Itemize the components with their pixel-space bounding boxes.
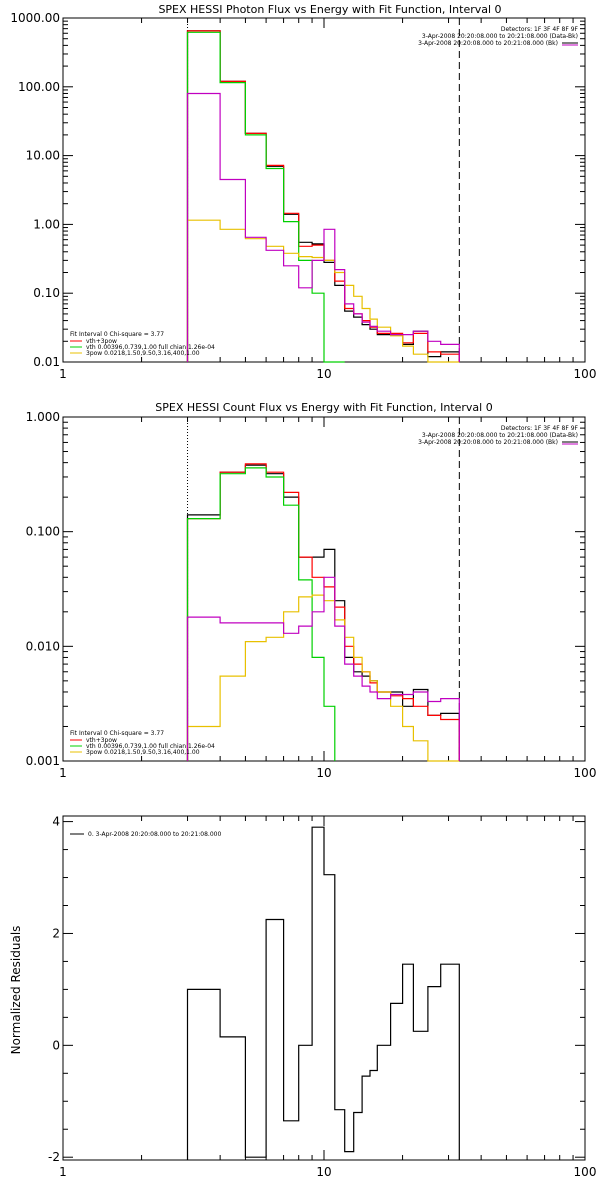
count-flux-y-tick-label: 0.100 <box>26 525 60 539</box>
residuals-legend: 0. 3-Apr-2008 20:20:08.000 to 20:21:08.0… <box>70 831 221 838</box>
count-flux-legend-vth: vth 0.00396,0.739,1.00 full chian 1.26e-… <box>86 743 215 750</box>
photon-flux-series-vth <box>186 31 345 363</box>
photon-flux-series-bk <box>186 92 460 362</box>
count-flux-legend-fit: Fit Interval 0 Chi-square = 3.77 <box>70 730 164 737</box>
photon-flux-header-detectors: Detectors: 1F 3F 4F 8F 9F <box>501 26 579 33</box>
photon-flux-x-tick-label: 100 <box>574 367 597 381</box>
photon-flux-legend-vth3pow: vth+3pow <box>86 338 117 345</box>
count-flux-legend: Fit Interval 0 Chi-square = 3.77 vth+3po… <box>70 730 215 756</box>
count-flux-x-tick-label: 1 <box>59 766 67 780</box>
residuals-axis-ticks: 1 10 100 -2 0 2 4 <box>48 815 596 1179</box>
photon-flux-title: SPEX HESSI Photon Flux vs Energy with Fi… <box>158 3 501 16</box>
photon-flux-y-tick-label: 1.00 <box>33 217 60 231</box>
count-flux-series-data-bk <box>186 464 460 761</box>
photon-flux-x-tick-label: 10 <box>316 367 331 381</box>
count-flux-x-tick-label: 100 <box>574 766 597 780</box>
count-flux-y-tick-label: 1.000 <box>26 410 60 424</box>
count-flux-header: Detectors: 1F 3F 4F 8F 9F 3-Apr-2008 20:… <box>418 425 578 446</box>
count-flux-title: SPEX HESSI Count Flux vs Energy with Fit… <box>155 401 492 414</box>
residuals-x-tick-label: 100 <box>574 1165 597 1179</box>
photon-flux-legend: Fit Interval 0 Chi-square = 3.77 vth+3po… <box>70 331 215 357</box>
residuals-legend-label: 0. 3-Apr-2008 20:20:08.000 to 20:21:08.0… <box>88 831 221 838</box>
photon-flux-y-tick-label: 10.00 <box>26 149 60 163</box>
count-flux-legend-vth3pow: vth+3pow <box>86 737 117 744</box>
count-flux-legend-3pow: 3pow 0.0218,1.50,9.50,3.16,400,1.00 <box>86 749 200 756</box>
count-flux-header-data-interval: 3-Apr-2008 20:20:08.000 to 20:21:08.000 … <box>422 432 578 439</box>
photon-flux-x-tick-label: 1 <box>59 367 67 381</box>
residuals-x-tick-label: 1 <box>59 1165 67 1179</box>
residuals-x-tick-label: 10 <box>316 1165 331 1179</box>
count-flux-series-vth <box>186 467 336 761</box>
residuals-panel: Normalized Residuals 1 10 100 -2 0 2 4 0. 3-Ap… <box>9 815 596 1179</box>
photon-flux-y-tick-label: 100.00 <box>18 80 60 94</box>
residuals-y-tick-label: 0 <box>52 1038 60 1052</box>
count-flux-header-detectors: Detectors: 1F 3F 4F 8F 9F <box>501 425 579 432</box>
photon-flux-panel: SPEX HESSI Photon Flux vs Energy with Fi… <box>10 3 596 381</box>
count-flux-series-vth-3pow <box>186 463 460 761</box>
photon-flux-header-data-interval: 3-Apr-2008 20:20:08.000 to 20:21:08.000 … <box>422 33 578 40</box>
photon-flux-axis-ticks: 1 10 100 0.01 0.10 1.00 10.00 100.00 1000.00 <box>10 11 596 381</box>
count-flux-panel: SPEX HESSI Count Flux vs Energy with Fit… <box>26 401 597 780</box>
photon-flux-y-tick-label: 0.10 <box>33 286 60 300</box>
residuals-y-tick-label: 2 <box>52 926 60 940</box>
photon-flux-series <box>186 30 460 363</box>
photon-flux-legend-vth: vth 0.00396,0.739,1.00 full chian 1.26e-… <box>86 344 215 351</box>
photon-flux-legend-fit: Fit Interval 0 Chi-square = 3.77 <box>70 331 164 338</box>
residuals-series <box>186 826 460 1160</box>
photon-flux-header: Detectors: 1F 3F 4F 8F 9F 3-Apr-2008 20:… <box>418 26 578 47</box>
count-flux-y-tick-label: 0.001 <box>26 754 60 768</box>
count-flux-y-tick-label: 0.010 <box>26 639 60 653</box>
photon-flux-y-tick-label: 1000.00 <box>10 11 60 25</box>
photon-flux-legend-3pow: 3pow 0.0218,1.50,9.50,3.16,400,1.00 <box>86 350 200 357</box>
residuals-y-axis-label: Normalized Residuals <box>9 926 23 1055</box>
count-flux-axis-ticks: 1 10 100 0.001 0.010 0.100 1.000 <box>26 410 597 780</box>
count-flux-header-bk-interval: 3-Apr-2008 20:20:08.000 to 20:21:08.000 … <box>418 439 558 446</box>
count-flux-series-bk <box>186 576 460 761</box>
count-flux-x-tick-label: 10 <box>316 766 331 780</box>
residuals-series-0-3-apr-2008-20-20-08-000-to-20-21-08-000 <box>186 826 460 1160</box>
count-flux-series <box>186 463 460 762</box>
residuals-y-tick-label: -2 <box>48 1150 60 1164</box>
photon-flux-y-tick-label: 0.01 <box>33 355 60 369</box>
photon-flux-header-bk-interval: 3-Apr-2008 20:20:08.000 to 20:21:08.000 … <box>418 40 558 47</box>
residuals-y-tick-label: 4 <box>52 815 60 829</box>
